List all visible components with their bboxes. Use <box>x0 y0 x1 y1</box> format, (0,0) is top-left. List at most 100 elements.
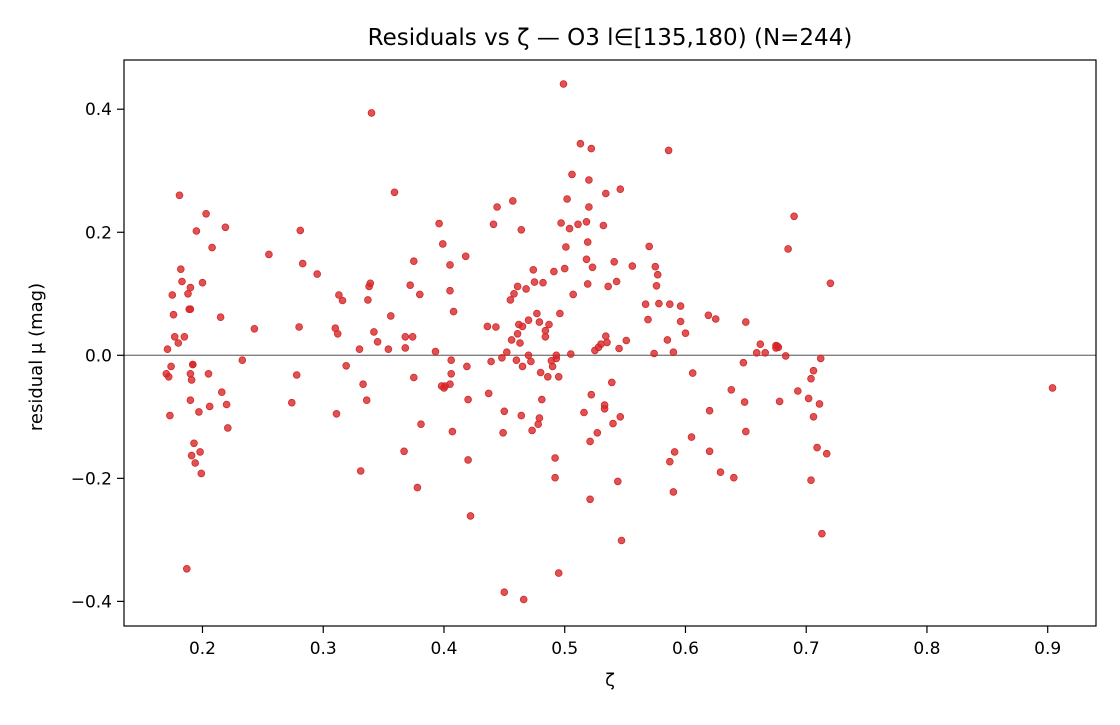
data-point <box>607 378 616 387</box>
data-point <box>205 402 214 411</box>
data-point <box>741 427 750 436</box>
data-point <box>568 170 576 179</box>
data-point <box>192 227 201 235</box>
data-point <box>740 398 749 406</box>
data-point <box>628 262 637 270</box>
data-point <box>582 218 591 226</box>
data-point <box>530 278 539 286</box>
data-point <box>500 407 509 416</box>
data-point <box>711 315 720 323</box>
data-point <box>557 219 565 227</box>
data-point <box>191 459 200 467</box>
data-point <box>447 369 456 378</box>
data-point <box>534 420 542 429</box>
data-point <box>463 362 471 371</box>
data-point <box>617 536 626 545</box>
x-axis-label: ζ <box>605 670 615 691</box>
data-point <box>599 221 608 230</box>
data-point <box>790 212 798 221</box>
data-point <box>186 396 195 405</box>
data-point <box>774 343 783 352</box>
data-point <box>550 267 558 276</box>
data-point <box>483 322 492 331</box>
data-point <box>335 291 343 299</box>
data-point <box>665 457 674 466</box>
x-tick-label: 0.4 <box>430 639 457 659</box>
data-point <box>565 224 574 233</box>
data-point <box>401 344 410 352</box>
data-point <box>781 352 790 360</box>
data-point <box>265 250 273 259</box>
data-point <box>518 322 527 331</box>
data-point <box>756 340 765 349</box>
plot-area: 0.2 0.3 0.4 0.5 0.6 0.7 0.8 0.9 −0.4 −0.2 0.0 0.2 0.… <box>71 59 1097 659</box>
data-point <box>499 428 507 437</box>
data-point <box>224 424 232 432</box>
data-point <box>676 302 685 310</box>
data-point <box>524 351 533 360</box>
data-point <box>793 387 802 395</box>
data-point <box>716 468 725 477</box>
data-point <box>386 312 395 320</box>
data-point <box>616 185 625 194</box>
data-point <box>752 348 761 357</box>
data-point <box>529 265 538 274</box>
data-point <box>447 356 456 365</box>
data-point <box>818 529 826 538</box>
data-point <box>250 324 259 333</box>
data-point <box>292 371 301 379</box>
data-point <box>604 282 612 291</box>
data-point <box>187 451 196 460</box>
y-axis-label: residual μ (mag) <box>26 283 47 431</box>
data-point <box>600 401 609 409</box>
data-point <box>535 318 544 326</box>
data-point <box>727 385 736 394</box>
data-point <box>517 226 526 234</box>
data-point <box>807 374 815 383</box>
data-point <box>166 411 174 420</box>
data-point <box>583 280 592 288</box>
data-point <box>569 290 577 299</box>
data-point <box>415 290 424 299</box>
data-point <box>593 428 602 437</box>
data-point <box>296 226 305 235</box>
data-point <box>487 357 495 366</box>
data-point <box>218 388 226 397</box>
data-point <box>556 309 564 318</box>
data-point <box>355 345 364 354</box>
data-point <box>516 339 524 347</box>
data-point <box>559 80 568 88</box>
data-point <box>784 245 792 253</box>
data-point <box>1048 384 1057 392</box>
data-point <box>195 408 203 416</box>
data-point <box>175 191 184 200</box>
data-point <box>216 313 225 322</box>
data-point <box>464 395 472 404</box>
data-point <box>446 286 454 295</box>
data-point <box>198 278 207 287</box>
data-point <box>585 203 593 211</box>
data-point <box>739 358 748 367</box>
data-point <box>513 282 522 291</box>
data-point <box>548 362 557 371</box>
data-point <box>221 223 230 232</box>
data-point <box>464 456 472 464</box>
data-point <box>562 243 570 251</box>
data-point <box>522 285 530 293</box>
data-point <box>431 347 440 356</box>
data-point <box>551 454 559 462</box>
data-point <box>670 448 679 456</box>
data-point <box>566 350 575 358</box>
data-point <box>669 348 678 357</box>
data-point <box>533 309 541 318</box>
data-point <box>527 357 535 366</box>
data-point <box>563 195 571 203</box>
data-point <box>506 296 515 304</box>
data-point <box>449 307 458 316</box>
data-point <box>601 189 610 198</box>
data-point <box>222 400 231 409</box>
data-point <box>438 240 447 248</box>
data-point <box>704 311 713 320</box>
data-point <box>342 361 351 370</box>
